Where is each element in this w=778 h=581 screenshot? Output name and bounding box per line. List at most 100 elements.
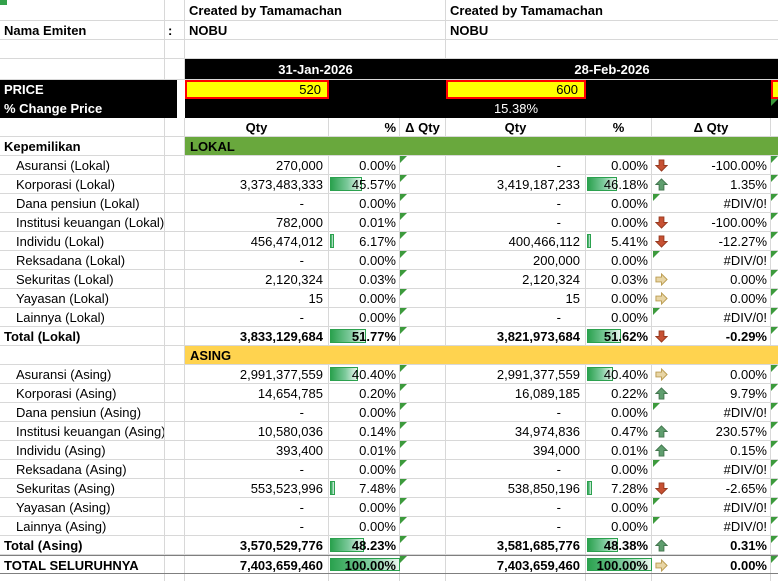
pct-cell-period2[interactable]: 0.00% [586,289,652,307]
delta-cell-period2[interactable]: 0.15% [652,441,771,459]
delta-cell-period2[interactable]: #DIV/0! [652,460,771,478]
qty-cell-period1[interactable]: - [185,498,329,516]
pct-cell-period1[interactable]: 0.00% [329,498,400,516]
pct-cell-period1[interactable]: 51.77% [329,327,400,345]
pct-cell-period2[interactable]: 0.00% [586,308,652,326]
cell-blank[interactable] [165,289,185,307]
cell-blank[interactable] [165,232,185,250]
row-label[interactable]: Yayasan (Asing) [0,498,165,516]
pct-cell-period2[interactable]: 0.00% [586,517,652,535]
created-by-period2[interactable]: Created by Tamamachan [450,3,603,18]
delta-cell-period2[interactable]: -12.27% [652,232,771,250]
qty-cell-period2[interactable]: 34,974,836 [446,422,586,440]
delta-cell-period1[interactable] [400,422,446,440]
delta-cell-period1[interactable] [400,536,446,554]
pct-cell-period1[interactable]: 0.14% [329,422,400,440]
row-label[interactable]: Lainnya (Asing) [0,517,165,535]
delta-cell-period2[interactable]: -100.00% [652,156,771,174]
pct-cell-period1[interactable]: 45.57% [329,175,400,193]
row-label[interactable]: Institusi keuangan (Lokal) [0,213,165,231]
pct-cell-period2[interactable]: 46.18% [586,175,652,193]
pct-cell-period1[interactable]: 7.48% [329,479,400,497]
delta-cell-period2[interactable]: -100.00% [652,213,771,231]
cell-blank[interactable] [0,59,165,79]
delta-cell-period2[interactable]: #DIV/0! [652,403,771,421]
cell-blank[interactable] [165,213,185,231]
qty-cell-period2[interactable]: - [446,498,586,516]
delta-cell-period2[interactable]: #DIV/0! [652,517,771,535]
cell-blank[interactable] [185,40,446,58]
cell-blank[interactable] [165,59,185,79]
row-label[interactable]: Total (Lokal) [0,327,165,345]
cell-blank[interactable] [165,422,185,440]
pct-change-period2[interactable]: 15.38% [493,101,539,116]
cell-blank[interactable] [165,40,185,58]
pct-cell-period2[interactable]: 0.03% [586,270,652,288]
pct-cell-period2[interactable]: 0.00% [586,498,652,516]
row-label[interactable]: Asuransi (Lokal) [0,156,165,174]
price-value-period1[interactable]: 520 [185,80,329,99]
cell-blank[interactable] [165,270,185,288]
pct-cell-period2[interactable]: 48.38% [586,536,652,554]
header-qty-1[interactable]: Qty [185,118,329,136]
pct-cell-period1[interactable]: 0.00% [329,517,400,535]
qty-cell-period2[interactable]: 2,991,377,559 [446,365,586,383]
delta-cell-period1[interactable] [400,365,446,383]
pct-cell-period2[interactable]: 51.62% [586,327,652,345]
qty-cell-period1[interactable]: - [185,403,329,421]
pct-cell-period2[interactable]: 0.00% [586,213,652,231]
pct-cell-period1[interactable]: 0.00% [329,251,400,269]
pct-cell-period1[interactable]: 6.17% [329,232,400,250]
header-delta-2[interactable]: Δ Qty [652,118,771,136]
cell-blank[interactable] [165,403,185,421]
cell-blank[interactable] [165,479,185,497]
qty-cell-period2[interactable]: 394,000 [446,441,586,459]
cell-blank[interactable] [165,327,185,345]
delta-cell-period1[interactable] [400,270,446,288]
ticker-period2[interactable]: NOBU [450,23,489,38]
header-pct-1[interactable]: % [329,118,400,136]
qty-cell-period2[interactable]: - [446,194,586,212]
qty-cell-period1[interactable]: 3,833,129,684 [185,327,329,345]
kepemilikan-label[interactable]: Kepemilikan [0,137,165,155]
qty-cell-period1[interactable]: 3,570,529,776 [185,536,329,554]
qty-cell-period1[interactable]: - [185,460,329,478]
pct-cell-period2[interactable]: 0.00% [586,194,652,212]
qty-cell-period2[interactable]: 3,419,187,233 [446,175,586,193]
delta-cell-period2[interactable]: 0.31% [652,536,771,554]
delta-cell-period1[interactable] [400,289,446,307]
pct-cell-period1[interactable]: 0.00% [329,194,400,212]
delta-cell-period1[interactable] [400,460,446,478]
qty-cell-period2[interactable]: - [446,403,586,421]
delta-cell-period1[interactable] [400,251,446,269]
qty-cell-period1[interactable]: 15 [185,289,329,307]
qty-cell-period1[interactable]: 270,000 [185,156,329,174]
delta-cell-period2[interactable]: #DIV/0! [652,498,771,516]
delta-cell-period2[interactable]: 0.00% [652,270,771,288]
kepemilikan-label[interactable] [0,346,165,364]
pct-cell-period2[interactable]: 0.00% [586,460,652,478]
cell-blank[interactable] [165,556,185,573]
header-delta-1[interactable]: Δ Qty [400,118,446,136]
qty-cell-period2[interactable]: - [446,308,586,326]
delta-cell-period1[interactable] [400,498,446,516]
pct-cell-period1[interactable]: 0.01% [329,441,400,459]
qty-cell-period1[interactable]: - [185,194,329,212]
pct-cell-period1[interactable]: 0.00% [329,156,400,174]
pct-cell-period2[interactable]: 7.28% [586,479,652,497]
qty-cell-period1[interactable]: - [185,517,329,535]
price-value-period2[interactable]: 600 [446,80,586,99]
section-header-asing[interactable]: ASING [185,346,778,364]
qty-cell-period2[interactable]: 538,850,196 [446,479,586,497]
qty-cell-period2[interactable]: - [446,517,586,535]
pct-cell-period1[interactable]: 100.00% [329,556,400,573]
colon-cell[interactable]: : [165,21,185,39]
delta-cell-period2[interactable]: 0.00% [652,365,771,383]
qty-cell-period2[interactable]: 16,089,185 [446,384,586,402]
qty-cell-period1[interactable]: 553,523,996 [185,479,329,497]
pct-cell-period1[interactable]: 0.00% [329,403,400,421]
delta-cell-period1[interactable] [400,556,446,573]
pct-cell-period1[interactable]: 0.00% [329,289,400,307]
pct-cell-period1[interactable]: 0.20% [329,384,400,402]
row-label[interactable]: Reksadana (Asing) [0,460,165,478]
